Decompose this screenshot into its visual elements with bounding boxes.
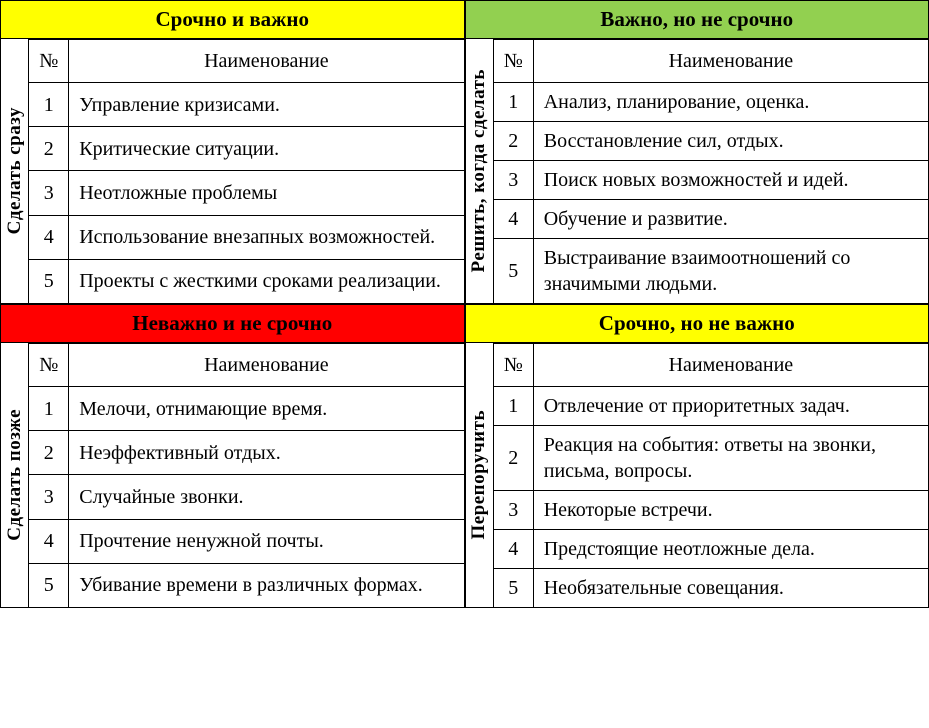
quadrant-header: Срочно и важно bbox=[0, 0, 465, 39]
row-num: 5 bbox=[493, 569, 533, 608]
row-name: Проекты с жесткими сроками реализации. bbox=[69, 259, 464, 303]
row-name: Выстраивание взаимоотношений со значимым… bbox=[533, 239, 928, 304]
row-name: Критические ситуации. bbox=[69, 127, 464, 171]
row-num: 2 bbox=[493, 122, 533, 161]
table-row: 3Неотложные проблемы bbox=[29, 171, 464, 215]
side-label: Сделать сразу bbox=[0, 39, 28, 304]
row-name: Реакция на события: ответы на звонки, пи… bbox=[533, 426, 928, 491]
quadrant-table: № Наименование 1Анализ, планирование, оц… bbox=[493, 39, 929, 304]
col-name: Наименование bbox=[533, 344, 928, 387]
row-name: Отвлечение от приоритетных задач. bbox=[533, 387, 928, 426]
row-num: 4 bbox=[493, 530, 533, 569]
side-label-text: Сделать сразу bbox=[4, 107, 26, 234]
table-row: 5Убивание времени в различных формах. bbox=[29, 563, 464, 607]
table-row: 4Прочтение ненужной почты. bbox=[29, 519, 464, 563]
row-num: 2 bbox=[493, 426, 533, 491]
table-row: 3Случайные звонки. bbox=[29, 475, 464, 519]
table-row: 2Неэффективный отдых. bbox=[29, 431, 464, 475]
table-row: 5Необязательные совещания. bbox=[493, 569, 928, 608]
table-row: 2Реакция на события: ответы на звонки, п… bbox=[493, 426, 928, 491]
row-name: Анализ, планирование, оценка. bbox=[533, 83, 928, 122]
row-name: Неотложные проблемы bbox=[69, 171, 464, 215]
row-num: 1 bbox=[29, 83, 69, 127]
table-row: 4Использование внезапных возможностей. bbox=[29, 215, 464, 259]
quadrant-urgent-not-important: Срочно, но не важно Перепоручить № Наиме… bbox=[465, 304, 929, 608]
col-num: № bbox=[29, 40, 69, 83]
col-num: № bbox=[493, 344, 533, 387]
row-name: Убивание времени в различных формах. bbox=[69, 563, 464, 607]
quadrant-important-not-urgent: Важно, но не срочно Решить, когда сделат… bbox=[465, 0, 929, 304]
row-name: Восстановление сил, отдых. bbox=[533, 122, 928, 161]
quadrant-urgent-important: Срочно и важно Сделать сразу № Наименова… bbox=[0, 0, 465, 304]
table-row: 2Критические ситуации. bbox=[29, 127, 464, 171]
row-num: 5 bbox=[29, 563, 69, 607]
table-row: 1Управление кризисами. bbox=[29, 83, 464, 127]
table-row: 4Предстоящие неотложные дела. bbox=[493, 530, 928, 569]
table-row: 1Отвлечение от приоритетных задач. bbox=[493, 387, 928, 426]
row-name: Предстоящие неотложные дела. bbox=[533, 530, 928, 569]
table-row: 4Обучение и развитие. bbox=[493, 200, 928, 239]
quadrant-body: Решить, когда сделать № Наименование 1Ан… bbox=[465, 39, 929, 304]
quadrant-not-important-not-urgent: Неважно и не срочно Сделать позже № Наим… bbox=[0, 304, 465, 608]
quadrant-table: № Наименование 1Мелочи, отнимающие время… bbox=[28, 343, 464, 608]
col-name: Наименование bbox=[69, 40, 464, 83]
row-num: 5 bbox=[29, 259, 69, 303]
row-name: Управление кризисами. bbox=[69, 83, 464, 127]
row-name: Необязательные совещания. bbox=[533, 569, 928, 608]
table-header-row: № Наименование bbox=[493, 344, 928, 387]
row-num: 2 bbox=[29, 127, 69, 171]
row-num: 5 bbox=[493, 239, 533, 304]
eisenhower-matrix: Срочно и важно Сделать сразу № Наименова… bbox=[0, 0, 929, 608]
row-num: 4 bbox=[493, 200, 533, 239]
table-row: 5Проекты с жесткими сроками реализации. bbox=[29, 259, 464, 303]
col-name: Наименование bbox=[69, 344, 464, 387]
row-name: Мелочи, отнимающие время. bbox=[69, 387, 464, 431]
side-label-text: Перепоручить bbox=[468, 410, 490, 540]
side-label: Сделать позже bbox=[0, 343, 28, 608]
quadrant-header: Важно, но не срочно bbox=[465, 0, 929, 39]
row-name: Поиск новых возможностей и идей. bbox=[533, 161, 928, 200]
row-num: 3 bbox=[29, 171, 69, 215]
row-num: 1 bbox=[493, 387, 533, 426]
row-num: 1 bbox=[29, 387, 69, 431]
row-num: 4 bbox=[29, 215, 69, 259]
side-label-text: Сделать позже bbox=[4, 409, 26, 541]
quadrant-header: Срочно, но не важно bbox=[465, 304, 929, 343]
side-label-text: Решить, когда сделать bbox=[468, 69, 490, 272]
table-row: 2Восстановление сил, отдых. bbox=[493, 122, 928, 161]
col-num: № bbox=[493, 40, 533, 83]
row-num: 4 bbox=[29, 519, 69, 563]
table-row: 3Некоторые встречи. bbox=[493, 491, 928, 530]
table-row: 1Мелочи, отнимающие время. bbox=[29, 387, 464, 431]
col-num: № bbox=[29, 344, 69, 387]
quadrant-table: № Наименование 1Отвлечение от приоритетн… bbox=[493, 343, 929, 608]
quadrant-table: № Наименование 1Управление кризисами. 2К… bbox=[28, 39, 464, 304]
table-row: 3Поиск новых возможностей и идей. bbox=[493, 161, 928, 200]
quadrant-body: Сделать позже № Наименование 1Мелочи, от… bbox=[0, 343, 465, 608]
row-name: Некоторые встречи. bbox=[533, 491, 928, 530]
row-name: Неэффективный отдых. bbox=[69, 431, 464, 475]
side-label: Перепоручить bbox=[465, 343, 493, 608]
table-header-row: № Наименование bbox=[493, 40, 928, 83]
side-label: Решить, когда сделать bbox=[465, 39, 493, 304]
table-header-row: № Наименование bbox=[29, 40, 464, 83]
row-num: 3 bbox=[493, 491, 533, 530]
table-header-row: № Наименование bbox=[29, 344, 464, 387]
col-name: Наименование bbox=[533, 40, 928, 83]
quadrant-body: Перепоручить № Наименование 1Отвлечение … bbox=[465, 343, 929, 608]
quadrant-header: Неважно и не срочно bbox=[0, 304, 465, 343]
row-num: 3 bbox=[29, 475, 69, 519]
table-row: 5Выстраивание взаимоотношений со значимы… bbox=[493, 239, 928, 304]
quadrant-body: Сделать сразу № Наименование 1Управление… bbox=[0, 39, 465, 304]
row-name: Прочтение ненужной почты. bbox=[69, 519, 464, 563]
row-name: Случайные звонки. bbox=[69, 475, 464, 519]
row-num: 3 bbox=[493, 161, 533, 200]
row-num: 1 bbox=[493, 83, 533, 122]
row-name: Обучение и развитие. bbox=[533, 200, 928, 239]
row-num: 2 bbox=[29, 431, 69, 475]
table-row: 1Анализ, планирование, оценка. bbox=[493, 83, 928, 122]
row-name: Использование внезапных возможностей. bbox=[69, 215, 464, 259]
